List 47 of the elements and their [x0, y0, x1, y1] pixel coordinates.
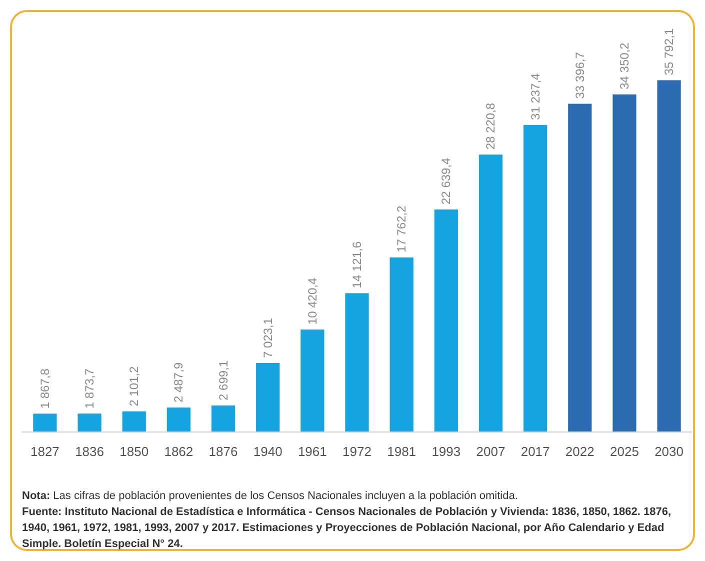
x-tick-label: 1961: [298, 444, 327, 459]
x-tick-label: 2017: [520, 444, 550, 459]
data-label: 31 237,4: [528, 72, 542, 120]
data-label: 14 121,6: [350, 241, 364, 288]
x-tick-label: 1850: [120, 444, 149, 459]
bar: [434, 209, 458, 432]
bar: [256, 362, 280, 432]
data-label: 33 396,7: [572, 52, 587, 99]
x-tick-label: 2007: [476, 444, 506, 459]
bar: [568, 104, 592, 432]
data-label: 34 350,2: [617, 42, 632, 90]
text: Nota: Las cifras de población provenientes de los Censos Nacionales incluyen a la población omitida.: [22, 489, 519, 504]
data-label: 17 762,2: [394, 205, 409, 252]
x-tick-label: 1876: [208, 444, 238, 459]
data-label: 7 023,1: [260, 318, 275, 358]
data-label: 2 101,2: [127, 366, 142, 406]
data-label: 10 420,4: [305, 278, 320, 325]
x-tick-label: 1981: [387, 444, 416, 459]
x-tick-label: 1972: [342, 444, 372, 459]
data-label: 1 873,7: [82, 368, 97, 409]
bar: [122, 411, 146, 432]
x-tick-label: 1993: [432, 444, 461, 459]
bar: [300, 330, 324, 432]
bar: [478, 154, 503, 432]
data-label: 2 699,1: [216, 360, 230, 400]
bar: [390, 257, 414, 432]
x-tick-label: 2030: [654, 444, 684, 459]
x-tick-label: 1940: [253, 444, 282, 459]
data-label: 28 220,8: [484, 102, 498, 150]
x-tick-label: 1862: [164, 444, 194, 459]
x-tick-label: 2025: [610, 444, 639, 459]
x-tick-label: 2022: [565, 444, 594, 459]
bar: [33, 414, 57, 432]
bar: [612, 94, 636, 432]
bar: [78, 414, 102, 432]
x-tick-label: 1827: [30, 444, 60, 459]
bar: [166, 408, 191, 432]
data-label: 35 792,1: [662, 28, 676, 76]
bar: [345, 293, 369, 432]
bar: [211, 405, 236, 432]
data-label: 1 867,8: [38, 368, 52, 409]
data-label: 22 639,4: [439, 157, 454, 204]
data-label: 2 487,9: [172, 362, 186, 403]
x-tick-label: 1836: [75, 444, 104, 459]
source-note: Fuente: Instituto Nacional de Estadística e Informática - Censos Nacionales de Población y Vivienda: 1836, 1850, 1862. 1876, 1940, 1961, 1972, 1981, 1993, 2007 y 2017. Estimaciones y Proyecciones de Población Nacional, por Año Calendario y Edad Simple. Boletín Especial N° 24.: [22, 505, 672, 552]
bar: [523, 124, 548, 432]
bar: [657, 80, 681, 432]
